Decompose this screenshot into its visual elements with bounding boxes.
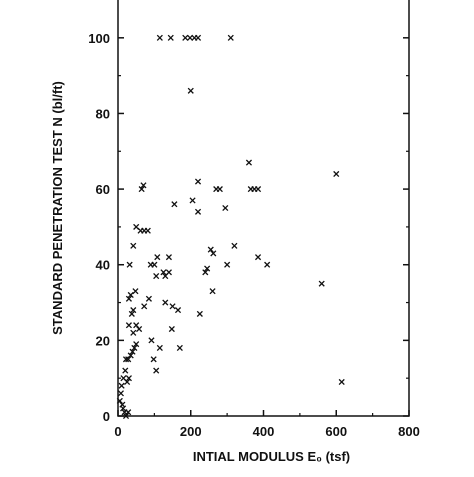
data-point [245,159,253,166]
data-point [187,87,194,94]
data-point [153,273,160,280]
data-point [125,295,132,302]
data-point [165,254,172,261]
data-point [141,303,148,310]
data-point [153,367,160,374]
data-point [122,367,129,374]
data-point [202,269,209,276]
y-axis-title: STANDARD PENETRATION TEST N (bl/ft) [50,81,65,335]
data-point [127,352,134,359]
data-point [126,261,133,268]
y-tick-label: 0 [103,409,110,424]
data-point [125,375,132,382]
data-point [131,344,138,351]
x-tick-label: 0 [114,424,121,439]
x-tick-label: 400 [253,424,275,439]
data-point [165,269,172,276]
data-point [130,329,137,336]
data-point [194,208,202,215]
data-point [128,310,135,317]
data-point [138,186,145,193]
data-point [144,227,151,234]
data-point [154,254,161,261]
data-point [207,246,214,253]
x-tick-label: 600 [325,424,347,439]
data-point [125,322,132,329]
data-point [318,280,325,287]
data-point [156,344,163,351]
data-point [338,378,345,386]
data-point [222,204,229,212]
plot-area [117,0,410,417]
y-tick-label: 60 [96,182,110,197]
x-tick-label: 800 [398,424,420,439]
data-point [130,242,137,249]
data-point [171,201,178,208]
data-point [136,325,143,333]
data-point [140,182,147,189]
y-tick-label: 100 [88,31,110,46]
data-point [210,250,217,257]
data-point [169,303,176,310]
data-point [117,390,124,397]
x-axis-title: INTIAL MODULUS E₀ (tsf) [193,449,350,464]
data-point [254,186,262,193]
data-point [148,337,155,344]
data-point [189,197,196,204]
x-axis: 0 200 400 600 800 [114,410,420,439]
data-point [122,356,130,363]
data-point [156,34,163,41]
data-point [124,378,131,386]
data-point [168,325,175,333]
data-point [333,170,340,178]
data-point [227,34,234,41]
data-point [196,310,203,317]
data-point [194,178,202,185]
data-point [120,405,127,412]
data-point [176,344,183,351]
y-tick-label: 40 [96,258,110,273]
data-point [145,295,152,302]
data-point [125,356,132,363]
data-point [182,34,189,41]
data-point [127,291,134,299]
data-point [174,307,182,314]
plot-border [117,0,410,417]
data-point [209,288,216,295]
data-point [151,261,158,268]
data-point [231,242,238,249]
data-point [254,254,262,261]
data-point [216,186,223,193]
x-tick-label: 200 [180,424,202,439]
data-point [224,261,231,268]
data-point [162,299,169,306]
data-point [150,356,157,363]
data-point [122,412,130,420]
data-point [133,341,140,348]
y-axis: 0 20 40 60 80 100 [88,31,409,424]
data-point [129,348,136,355]
data-point [125,409,132,416]
data-point [194,34,202,41]
data-point [130,307,137,314]
data-point [116,397,123,404]
data-points [116,34,345,420]
data-point [264,261,271,268]
y-tick-label: 80 [96,106,110,121]
data-point [204,265,211,272]
data-point [118,382,125,389]
data-point [132,288,139,295]
y-tick-label: 20 [96,333,110,348]
data-point [167,34,174,41]
data-point [160,269,167,276]
